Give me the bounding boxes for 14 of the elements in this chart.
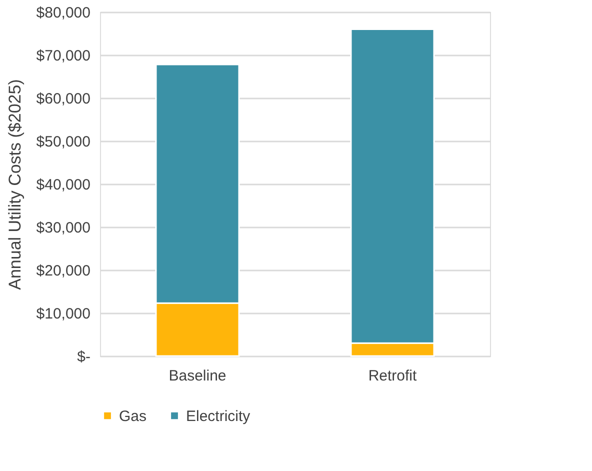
y-axis-title: Annual Utility Costs ($2025) bbox=[5, 79, 24, 290]
y-tick-label: $10,000 bbox=[36, 306, 90, 322]
y-tick-label: $30,000 bbox=[36, 220, 90, 236]
legend-label: Gas bbox=[119, 408, 147, 425]
y-tick-label: $60,000 bbox=[36, 90, 90, 108]
y-tick-label: $70,000 bbox=[36, 48, 90, 64]
y-tick-label: $20,000 bbox=[36, 262, 90, 280]
y-tick-label: $40,000 bbox=[36, 176, 90, 194]
x-tick-label: Baseline bbox=[168, 368, 226, 384]
legend-label: Electricity bbox=[186, 408, 251, 425]
y-tick-label: $80,000 bbox=[36, 4, 90, 22]
y-tick-label: $- bbox=[77, 348, 90, 366]
y-tick-label: $50,000 bbox=[36, 134, 90, 150]
x-tick-label: Retrofit bbox=[368, 368, 418, 384]
